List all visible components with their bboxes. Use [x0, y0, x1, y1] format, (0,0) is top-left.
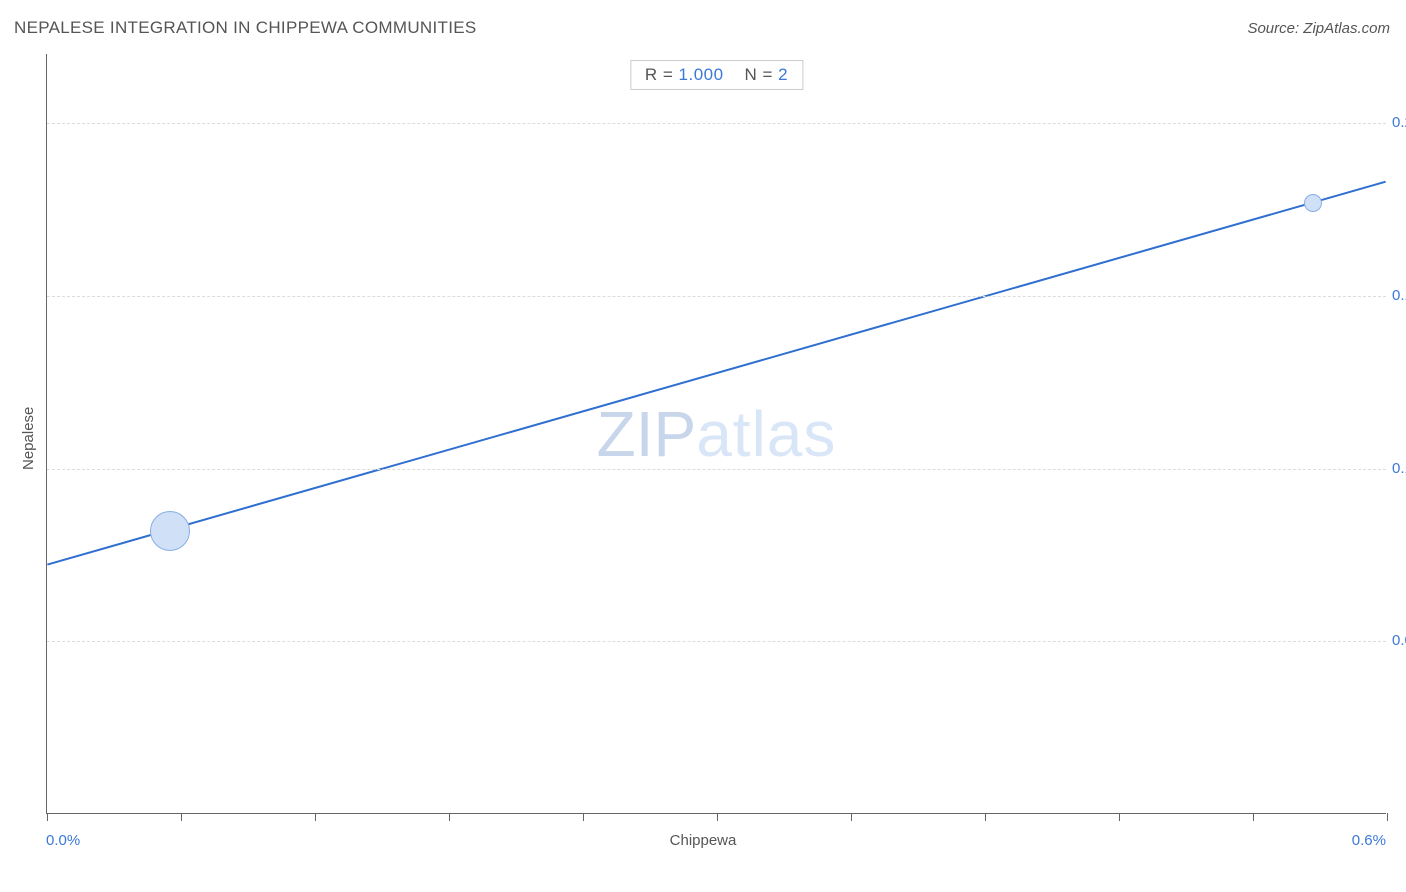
r-value: 1.000 — [679, 65, 724, 84]
y-tick-label: 0.05% — [1392, 632, 1406, 649]
x-tick — [449, 813, 450, 821]
plot-area: ZIPatlas R = 1.000 N = 2 0.05%0.1%0.15%0… — [46, 54, 1386, 814]
regression-line — [47, 182, 1385, 565]
n-label: N = — [744, 65, 772, 84]
n-value: 2 — [778, 65, 788, 84]
x-tick — [1119, 813, 1120, 821]
x-tick — [717, 813, 718, 821]
y-axis-label: Nepalese — [20, 407, 37, 470]
x-min-label: 0.0% — [46, 832, 80, 849]
y-tick-label: 0.15% — [1392, 287, 1406, 304]
data-point — [150, 511, 190, 551]
x-axis-label: Chippewa — [670, 832, 737, 849]
r-label: R = — [645, 65, 673, 84]
y-tick-label: 0.1% — [1392, 460, 1406, 477]
watermark: ZIPatlas — [597, 397, 837, 471]
chart-title: NEPALESE INTEGRATION IN CHIPPEWA COMMUNI… — [14, 18, 477, 38]
x-tick — [47, 813, 48, 821]
gridline — [47, 123, 1386, 124]
regression-svg — [47, 54, 1386, 813]
watermark-thin: atlas — [696, 398, 836, 470]
x-tick — [1253, 813, 1254, 821]
x-tick — [851, 813, 852, 821]
x-max-label: 0.6% — [1352, 832, 1386, 849]
x-tick — [583, 813, 584, 821]
stats-box: R = 1.000 N = 2 — [630, 60, 803, 90]
source-label: Source: ZipAtlas.com — [1247, 20, 1390, 37]
gridline — [47, 469, 1386, 470]
y-tick-label: 0.2% — [1392, 114, 1406, 131]
x-tick — [181, 813, 182, 821]
watermark-bold: ZIP — [597, 398, 697, 470]
gridline — [47, 641, 1386, 642]
gridline — [47, 296, 1386, 297]
data-point — [1304, 194, 1322, 212]
x-tick — [315, 813, 316, 821]
x-tick — [1387, 813, 1388, 821]
x-tick — [985, 813, 986, 821]
